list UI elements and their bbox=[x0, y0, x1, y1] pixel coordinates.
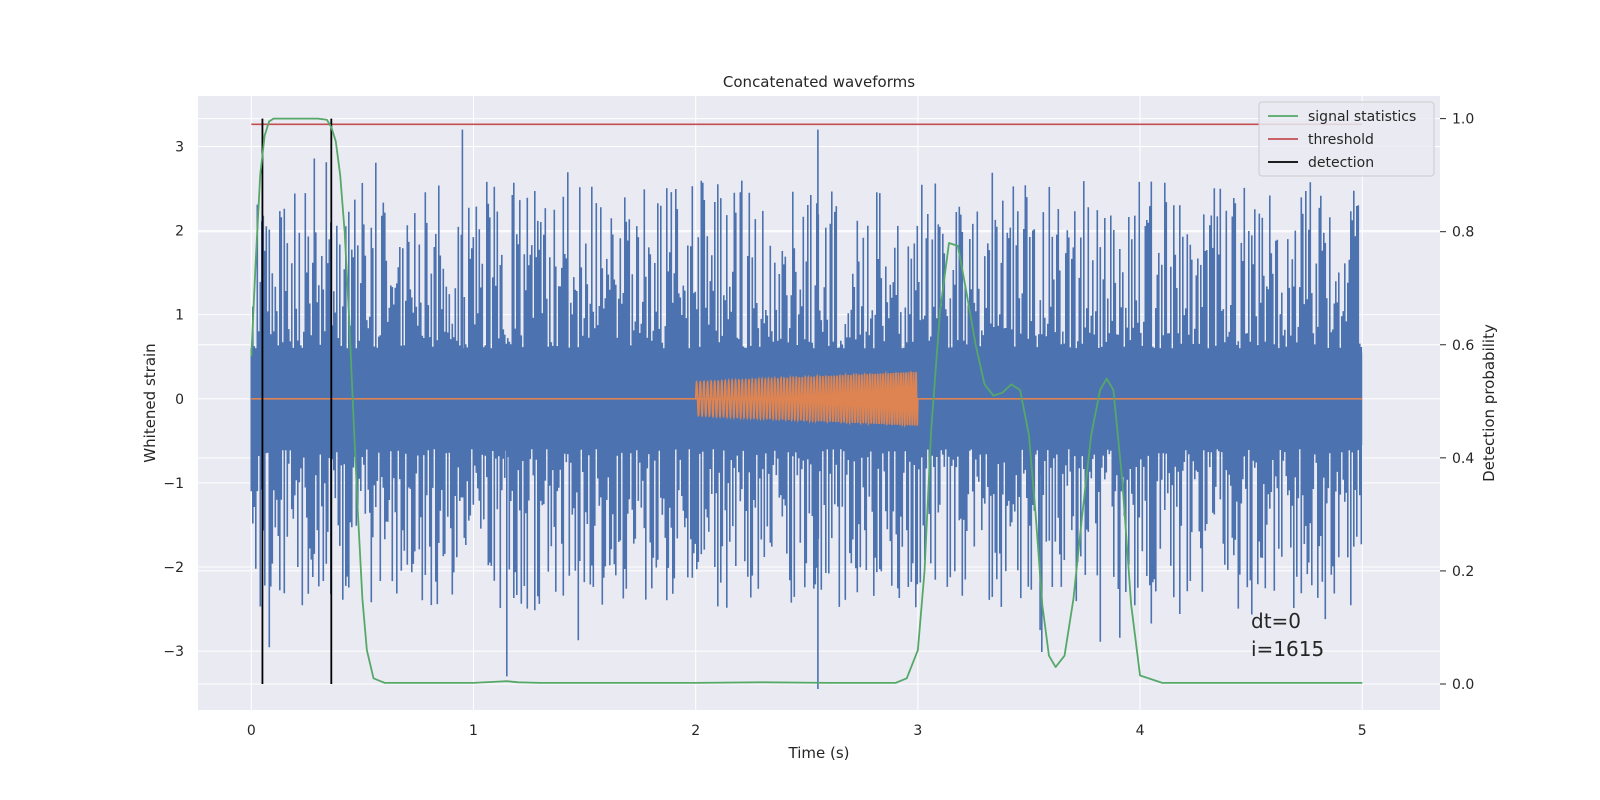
y-tick-label: 1 bbox=[175, 308, 184, 324]
x-axis-label: Time (s) bbox=[788, 744, 850, 762]
annotation-index: i=1615 bbox=[1251, 637, 1324, 661]
y2-tick-label: 0.4 bbox=[1452, 451, 1474, 467]
y-tick-label: 2 bbox=[175, 224, 184, 240]
chirp-trace bbox=[694, 370, 919, 428]
legend: signal statistics threshold detection bbox=[1258, 101, 1435, 177]
x-tick-label: 0 bbox=[247, 723, 256, 739]
legend-label-signal-statistics: signal statistics bbox=[1308, 109, 1416, 125]
y2-axis-label: Detection probability bbox=[1480, 324, 1498, 482]
x-tick-label: 5 bbox=[1358, 723, 1367, 739]
annotation-dt: dt=0 bbox=[1251, 609, 1301, 633]
y2-tick-label: 0.8 bbox=[1452, 225, 1474, 241]
chirp-series bbox=[251, 370, 1363, 428]
legend-label-threshold: threshold bbox=[1308, 132, 1374, 148]
x-tick-label: 4 bbox=[1136, 723, 1145, 739]
y-tick-label: 3 bbox=[175, 139, 184, 155]
y2-tick-label: 0.0 bbox=[1452, 677, 1474, 693]
y-tick-label: −1 bbox=[163, 476, 184, 492]
y2-tick-label: 1.0 bbox=[1452, 112, 1474, 128]
chart-title: Concatenated waveforms bbox=[723, 73, 915, 91]
y2-tick-label: 0.2 bbox=[1452, 564, 1474, 580]
y2-tick-label: 0.6 bbox=[1452, 338, 1474, 354]
x-tick-label: 2 bbox=[691, 723, 700, 739]
x-tick-label: 1 bbox=[469, 723, 478, 739]
y-tick-label: −2 bbox=[163, 560, 184, 576]
right-axis-series bbox=[250, 117, 1363, 684]
signal-statistics-line bbox=[250, 117, 1363, 684]
y-tick-label: 0 bbox=[175, 392, 184, 408]
y-axis-label: Whitened strain bbox=[141, 343, 159, 462]
x-tick-label: 3 bbox=[913, 723, 922, 739]
ticks: 0 1 2 3 4 5 −3 −2 −1 0 1 2 3 0.0 0.2 0.4 0.6 0.8 1.0 bbox=[163, 112, 1474, 739]
legend-label-detection: detection bbox=[1308, 155, 1374, 171]
y-tick-label: −3 bbox=[163, 644, 184, 660]
legend-box bbox=[1258, 101, 1435, 177]
